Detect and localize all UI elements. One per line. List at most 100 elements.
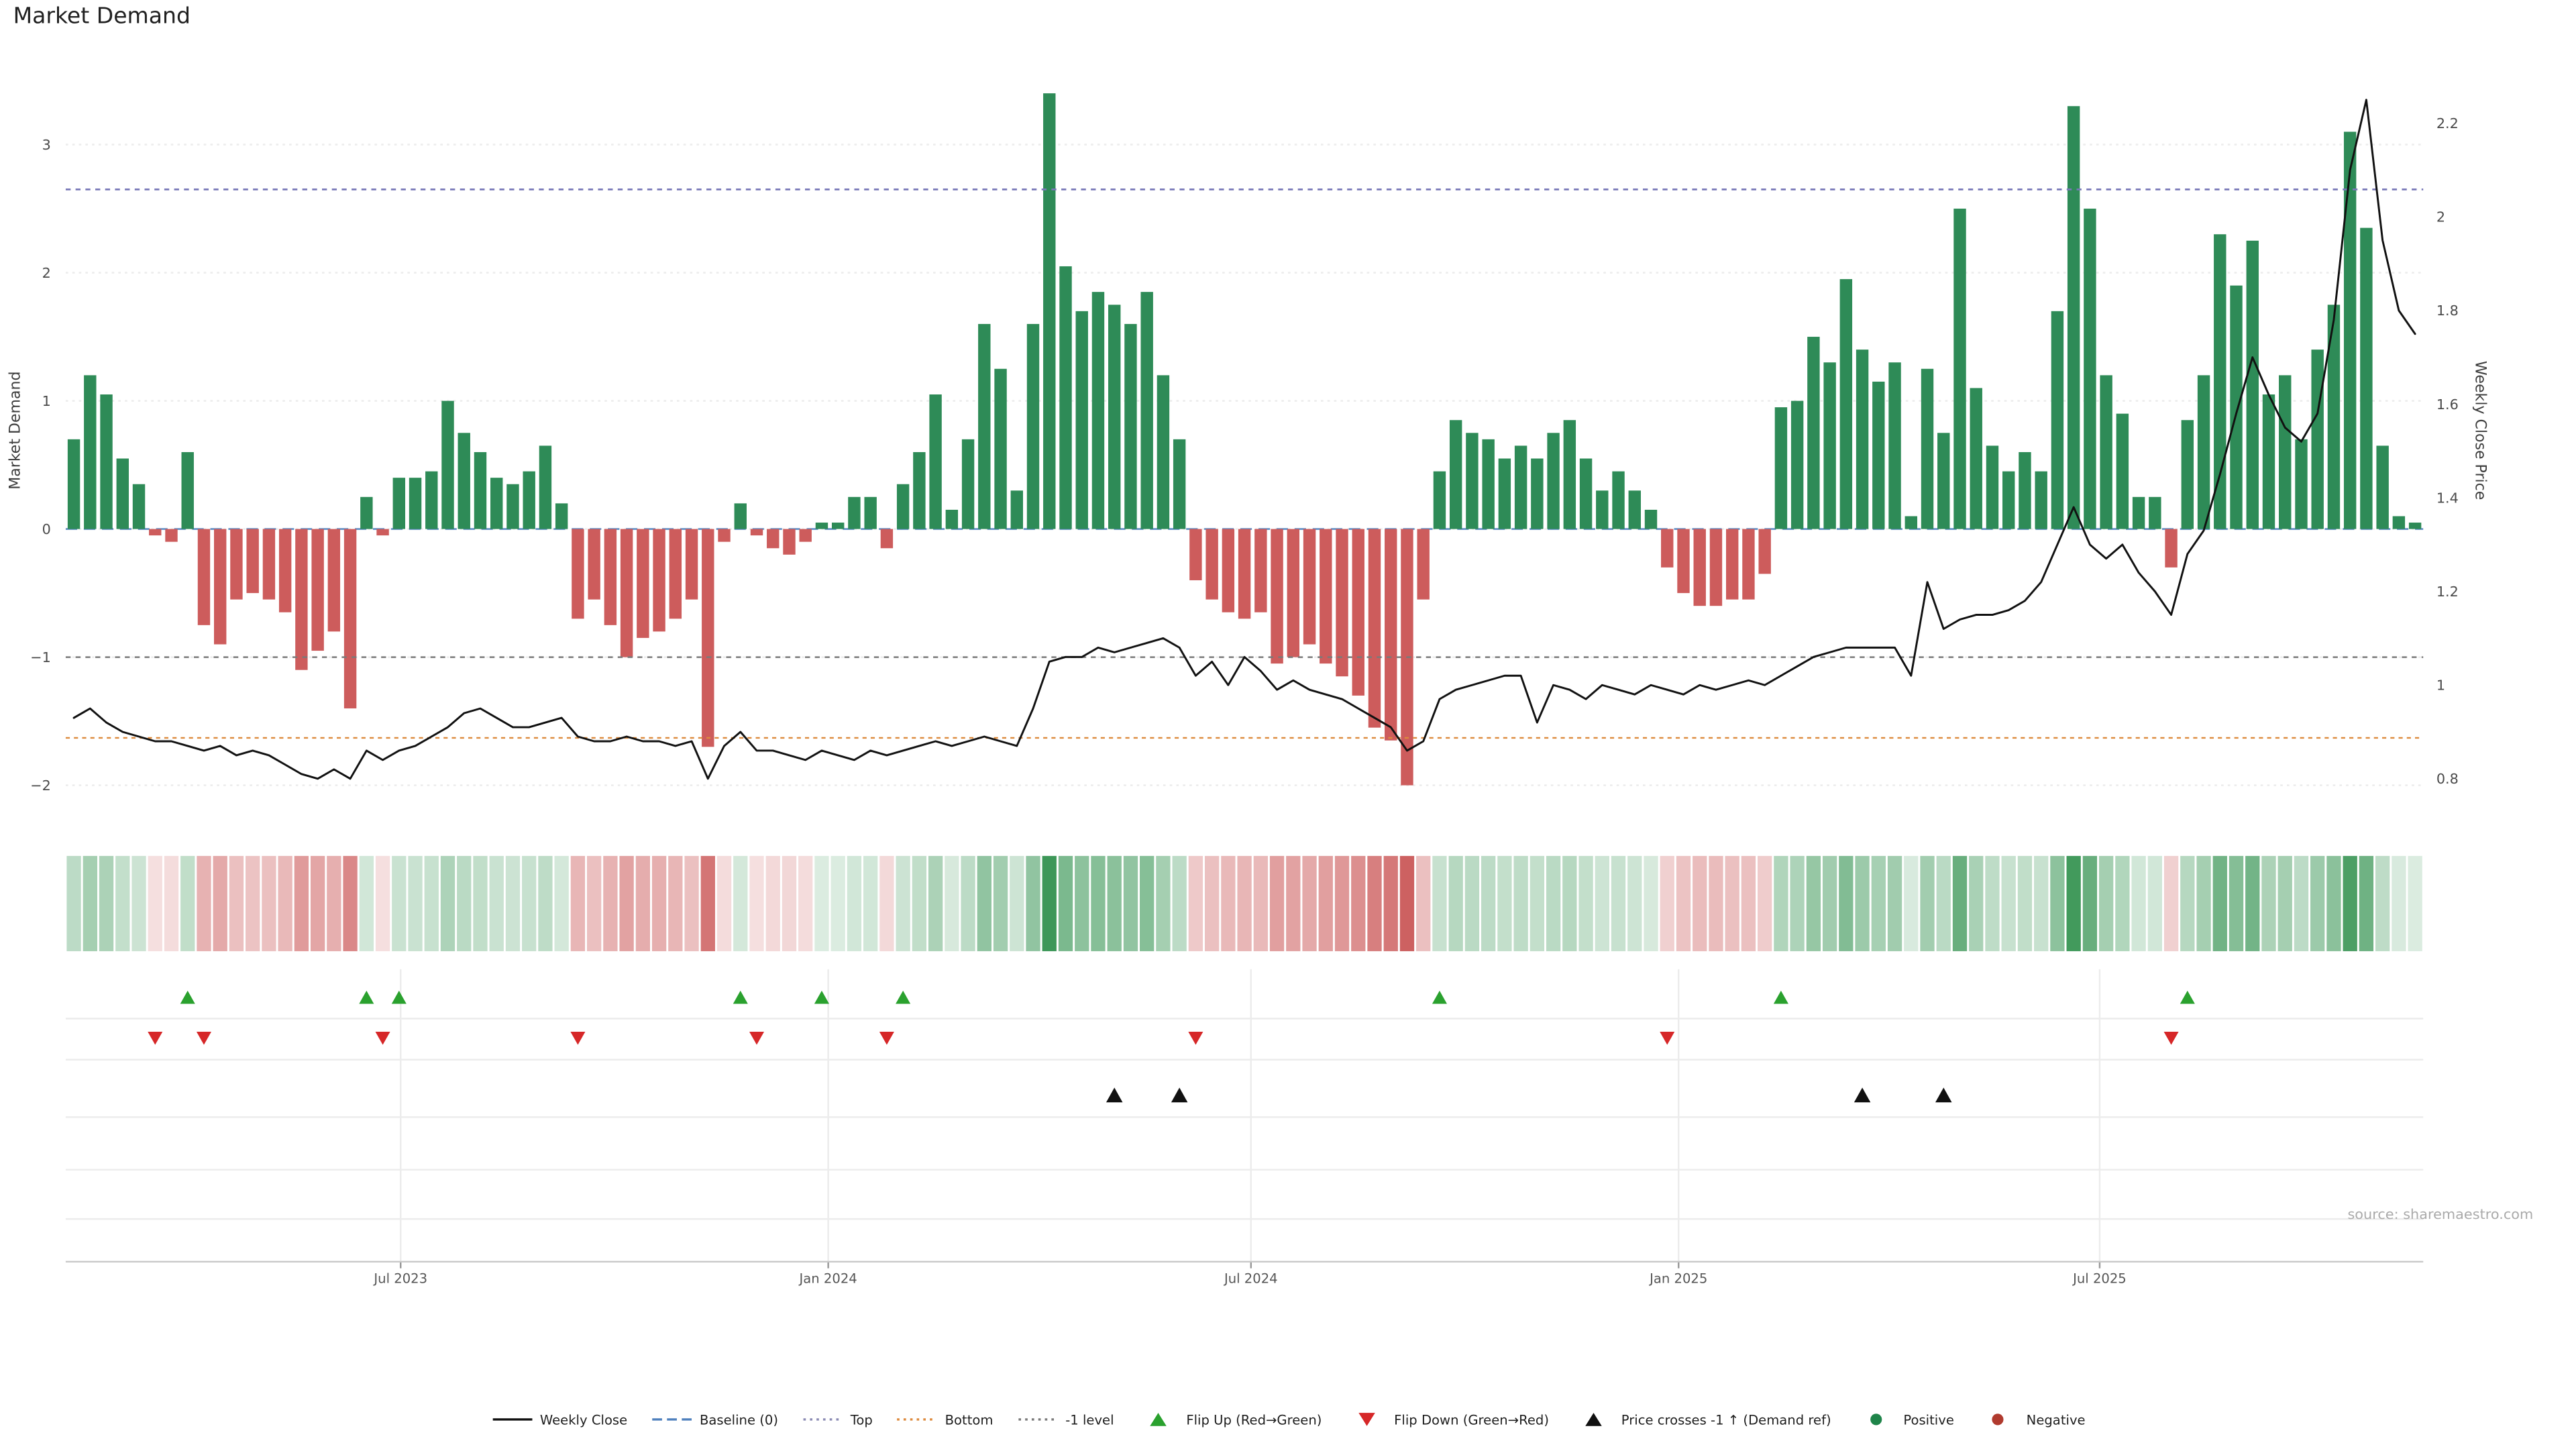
heatmap-cell bbox=[164, 855, 179, 951]
demand-bar-positive bbox=[961, 439, 975, 529]
demand-bar-negative bbox=[880, 529, 894, 549]
legend-symbol-tri-up-icon bbox=[1150, 1413, 1167, 1426]
heatmap-cell bbox=[814, 855, 829, 951]
heatmap-cell bbox=[635, 855, 651, 951]
demand-bar-positive bbox=[2100, 375, 2112, 529]
demand-bar-positive bbox=[1986, 445, 1999, 529]
heatmap-cell bbox=[1026, 855, 1040, 951]
flip-down-marker bbox=[196, 1031, 211, 1045]
demand-bar-positive bbox=[1173, 439, 1186, 529]
demand-bar-negative bbox=[1303, 529, 1316, 645]
demand-bar-negative bbox=[1368, 529, 1381, 728]
demand-bar-negative bbox=[620, 529, 633, 657]
demand-bar-positive bbox=[2262, 394, 2275, 529]
demand-bar-positive bbox=[1823, 362, 1836, 529]
demand-bar-negative bbox=[1693, 529, 1706, 606]
demand-bar-positive bbox=[409, 478, 422, 529]
demand-bar-positive bbox=[2392, 516, 2406, 529]
heatmap-cell bbox=[294, 855, 309, 951]
legend-symbol-dots-icon bbox=[802, 1418, 843, 1421]
heatmap-cell bbox=[782, 855, 797, 951]
heatmap-cell bbox=[912, 855, 927, 951]
demand-bar-positive bbox=[2084, 209, 2096, 529]
heatmap-cell bbox=[1058, 855, 1073, 951]
demand-bar-negative bbox=[295, 529, 308, 670]
heatmap-cell bbox=[1822, 855, 1837, 951]
legend-symbol-dots-icon bbox=[1018, 1418, 1057, 1421]
flip-up-marker bbox=[359, 990, 374, 1004]
heatmap-cell bbox=[2392, 855, 2406, 951]
legend-item-6: Flip Down (Green→Red) bbox=[1345, 1411, 1549, 1428]
demand-bar-positive bbox=[1904, 516, 1918, 529]
heatmap-cell bbox=[2034, 855, 2049, 951]
heatmap-cell bbox=[538, 855, 553, 951]
heatmap-cell bbox=[2115, 855, 2130, 951]
heatmap-cell bbox=[1969, 855, 1984, 951]
demand-bar-negative bbox=[718, 529, 731, 542]
demand-bar-positive bbox=[978, 323, 991, 529]
demand-bar-negative bbox=[1320, 529, 1332, 664]
demand-bar-positive bbox=[2067, 106, 2080, 529]
demand-bar-positive bbox=[1433, 471, 1446, 529]
legend-label: Price crosses -1 ↑ (Demand ref) bbox=[1621, 1411, 1831, 1427]
heatmap-cell bbox=[700, 855, 715, 951]
demand-bar-positive bbox=[100, 394, 113, 529]
heatmap-cell bbox=[1660, 855, 1674, 951]
heatmap-cell bbox=[847, 855, 862, 951]
heatmap-cell bbox=[2163, 855, 2179, 951]
heatmap-cell bbox=[1985, 855, 2000, 951]
price-cross-marker bbox=[1935, 1087, 1952, 1103]
legend-symbol-line-icon bbox=[492, 1418, 532, 1421]
demand-bar-positive bbox=[2279, 375, 2292, 529]
heatmap-cell bbox=[2359, 855, 2374, 951]
heatmap-cell bbox=[2001, 855, 2016, 951]
legend-symbol-tri-up-icon bbox=[1585, 1413, 1602, 1426]
heatmap-cell bbox=[993, 855, 1008, 951]
demand-bar-positive bbox=[1482, 439, 1495, 529]
demand-bar-negative bbox=[1661, 529, 1674, 568]
heatmap-cell bbox=[246, 855, 260, 951]
heatmap-cell bbox=[2098, 855, 2114, 951]
heatmap-cell bbox=[684, 855, 699, 951]
demand-bar-positive bbox=[84, 375, 97, 529]
demand-bar-positive bbox=[1091, 292, 1105, 529]
demand-bar-positive bbox=[425, 471, 438, 529]
legend-label: Weekly Close bbox=[539, 1411, 628, 1427]
demand-bar-positive bbox=[1157, 375, 1170, 529]
heatmap-cell bbox=[2310, 855, 2325, 951]
demand-bar-positive bbox=[896, 484, 910, 529]
demand-bar-positive bbox=[1612, 471, 1625, 529]
right-axis-label: Weekly Close Price bbox=[2471, 360, 2487, 500]
left-axis-tick: 1 bbox=[42, 393, 51, 409]
demand-bar-positive bbox=[441, 400, 454, 529]
flip-down-marker bbox=[749, 1031, 765, 1045]
heatmap-cell bbox=[798, 855, 813, 951]
legend-item-3: Bottom bbox=[896, 1411, 993, 1428]
demand-bar-positive bbox=[1579, 458, 1593, 529]
demand-bar-negative bbox=[246, 529, 259, 594]
right-axis-tick: 1.2 bbox=[2436, 584, 2459, 600]
x-axis-tick: Jul 2023 bbox=[372, 1271, 427, 1287]
source-credit: source: sharemaestro.com bbox=[2347, 1208, 2534, 1224]
heatmap-cell bbox=[1676, 855, 1691, 951]
legend-item-1: Baseline (0) bbox=[650, 1411, 778, 1428]
heatmap-cell bbox=[1595, 855, 1609, 951]
demand-bar-negative bbox=[702, 529, 714, 747]
heatmap-cell bbox=[2343, 855, 2357, 951]
demand-bar-positive bbox=[2408, 523, 2422, 529]
demand-bar-negative bbox=[262, 529, 276, 600]
heatmap-cell bbox=[830, 855, 845, 951]
x-axis-tick: Jan 2025 bbox=[1648, 1271, 1707, 1287]
heatmap-cell bbox=[1774, 855, 1788, 951]
heatmap-cell bbox=[522, 855, 537, 951]
legend-label: Bottom bbox=[945, 1411, 994, 1427]
flip-down-marker bbox=[148, 1031, 163, 1045]
demand-bar-positive bbox=[2035, 471, 2047, 529]
heatmap-cell bbox=[1221, 855, 1236, 951]
demand-bar-positive bbox=[734, 503, 747, 529]
heatmap-cell bbox=[375, 855, 390, 951]
legend-symbol-circle-icon bbox=[1992, 1413, 2004, 1426]
heatmap-cell bbox=[1790, 855, 1805, 951]
heatmap-cell bbox=[1725, 855, 1739, 951]
legend-item-0: Weekly Close bbox=[490, 1411, 627, 1428]
